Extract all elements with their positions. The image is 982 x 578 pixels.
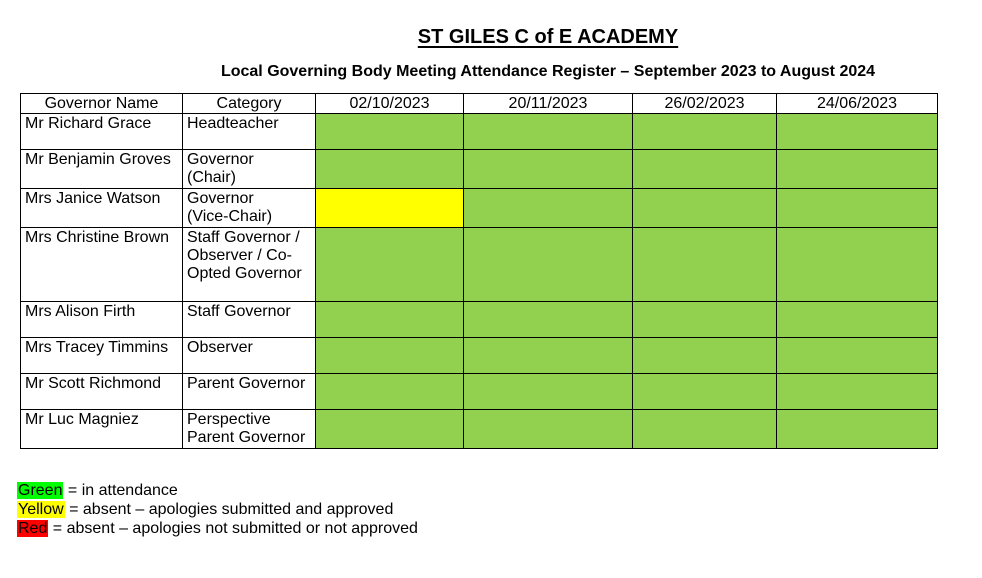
category-cell: Perspective Parent Governor [182, 409, 316, 449]
legend-text: = absent – apologies submitted and appro… [64, 501, 394, 518]
attendance-cell-green [776, 188, 938, 228]
attendance-cell-green [315, 373, 464, 410]
category-cell: Observer [182, 337, 316, 374]
page-title: ST GILES C of E ACADEMY [417, 26, 679, 48]
governor-name-cell: Mrs Tracey Timmins [20, 337, 183, 374]
attendance-cell-green [632, 301, 777, 338]
attendance-table: Governor Name Category 02/10/2023 20/11/… [20, 93, 938, 449]
category-cell: Headteacher [182, 113, 316, 150]
table-row: Mr Luc Magniez Perspective Parent Govern… [20, 409, 938, 449]
governor-name-cell: Mrs Christine Brown [20, 227, 183, 302]
attendance-table-body: Mr Richard Grace Headteacher Mr Benjamin… [20, 113, 938, 449]
legend-swatch: Green [17, 482, 64, 499]
table-row: Mrs Janice Watson Governor (Vice-Chair) [20, 188, 938, 228]
table-row: Mrs Alison Firth Staff Governor [20, 301, 938, 338]
attendance-cell-green [776, 227, 938, 302]
attendance-cell-green [315, 113, 464, 150]
attendance-cell-green [632, 149, 777, 189]
table-row: Mr Scott Richmond Parent Governor [20, 373, 938, 410]
governor-name-cell: Mr Luc Magniez [20, 409, 183, 449]
category-cell: Staff Governor / Observer / Co- Opted Go… [182, 227, 316, 302]
category-cell: Governor (Chair) [182, 149, 316, 189]
attendance-cell-green [776, 149, 938, 189]
governor-name-cell: Mrs Janice Watson [20, 188, 183, 228]
governor-name-cell: Mr Benjamin Groves [20, 149, 183, 189]
attendance-cell-green [315, 149, 464, 189]
page-subtitle: Local Governing Body Meeting Attendance … [220, 63, 876, 80]
attendance-cell-green [463, 113, 633, 150]
legend-text: = in attendance [63, 482, 178, 499]
attendance-cell-green [632, 409, 777, 449]
legend-swatch: Yellow [17, 501, 65, 518]
legend-swatch: Red [17, 520, 49, 537]
table-row: Mrs Christine Brown Staff Governor / Obs… [20, 227, 938, 302]
governor-name-cell: Mr Richard Grace [20, 113, 183, 150]
column-header-category: Category [182, 93, 316, 114]
attendance-cell-green [632, 113, 777, 150]
attendance-cell-green [776, 409, 938, 449]
attendance-cell-green [463, 188, 633, 228]
attendance-cell-green [463, 149, 633, 189]
legend-text: = absent – apologies not submitted or no… [48, 520, 418, 537]
attendance-cell-green [632, 227, 777, 302]
attendance-cell-green [315, 227, 464, 302]
attendance-cell-green [463, 301, 633, 338]
category-cell: Parent Governor [182, 373, 316, 410]
legend-item: Green = in attendance [17, 481, 418, 500]
table-row: Mr Richard Grace Headteacher [20, 113, 938, 150]
table-row: Mrs Tracey Timmins Observer [20, 337, 938, 374]
category-cell: Governor (Vice-Chair) [182, 188, 316, 228]
attendance-cell-green [632, 337, 777, 374]
heading-block: ST GILES C of E ACADEMY Local Governing … [114, 25, 982, 81]
governor-name-cell: Mr Scott Richmond [20, 373, 183, 410]
table-row: Mr Benjamin Groves Governor (Chair) [20, 149, 938, 189]
attendance-cell-green [776, 337, 938, 374]
legend: Green = in attendance Yellow = absent – a… [17, 481, 418, 538]
attendance-cell-green [315, 409, 464, 449]
attendance-cell-green [463, 337, 633, 374]
attendance-cell-yellow [315, 188, 464, 228]
column-header-date-1: 02/10/2023 [315, 93, 464, 114]
attendance-cell-green [776, 113, 938, 150]
legend-item: Yellow = absent – apologies submitted an… [17, 500, 418, 519]
attendance-cell-green [776, 301, 938, 338]
attendance-cell-green [315, 301, 464, 338]
attendance-cell-green [463, 373, 633, 410]
attendance-cell-green [463, 409, 633, 449]
attendance-cell-green [463, 227, 633, 302]
column-header-date-2: 20/11/2023 [463, 93, 633, 114]
attendance-cell-green [632, 188, 777, 228]
category-cell: Staff Governor [182, 301, 316, 338]
column-header-date-4: 24/06/2023 [776, 93, 938, 114]
governor-name-cell: Mrs Alison Firth [20, 301, 183, 338]
attendance-cell-green [315, 337, 464, 374]
attendance-cell-green [632, 373, 777, 410]
attendance-cell-green [776, 373, 938, 410]
column-header-date-3: 26/02/2023 [632, 93, 777, 114]
table-header-row: Governor Name Category 02/10/2023 20/11/… [20, 93, 938, 114]
column-header-governor-name: Governor Name [20, 93, 183, 114]
legend-item: Red = absent – apologies not submitted o… [17, 519, 418, 538]
